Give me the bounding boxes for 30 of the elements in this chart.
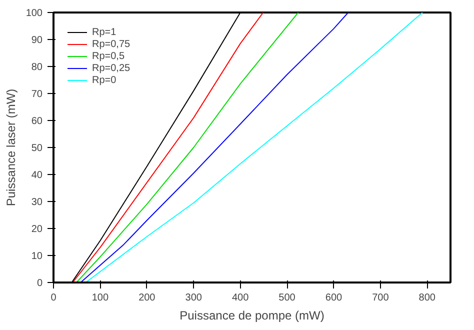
line-series — [80, 12, 349, 282]
legend-label: Rp=0,75 — [92, 38, 130, 50]
legend-label: Rp=0 — [92, 74, 116, 86]
x-tick-label: 200 — [138, 292, 156, 304]
x-tick-label: 500 — [278, 292, 296, 304]
y-tick-label: 100 — [26, 8, 43, 19]
legend-label: Rp=0,25 — [92, 62, 130, 74]
legend-label: Rp=1 — [92, 26, 116, 38]
x-tick-label: 100 — [92, 292, 109, 304]
y-tick-label: 30 — [31, 197, 43, 208]
y-tick-label: 20 — [31, 224, 43, 235]
y-tick-label: 0 — [36, 278, 43, 289]
x-tick-label: 600 — [325, 292, 343, 304]
y-tick-label: 80 — [31, 62, 43, 73]
x-tick-label: 700 — [372, 292, 390, 304]
x-axis-title: Puissance de pompe (mW) — [180, 308, 324, 322]
x-tick-label: 0 — [50, 292, 57, 304]
x-tick-label: 800 — [418, 292, 436, 304]
line-series — [85, 12, 423, 282]
x-tick-label: 300 — [185, 292, 202, 304]
y-tick-label: 10 — [31, 251, 43, 262]
line-series — [76, 12, 299, 282]
y-tick-label: 70 — [31, 89, 43, 100]
x-tick-label: 400 — [232, 292, 250, 304]
y-tick-label: 40 — [31, 170, 43, 181]
y-tick-label: 60 — [31, 116, 43, 127]
y-tick-label: 90 — [31, 35, 43, 46]
y-tick-label: 50 — [31, 143, 43, 154]
y-axis-title: Puissance laser (mW) — [4, 88, 18, 206]
legend-label: Rp=0,5 — [92, 50, 125, 62]
